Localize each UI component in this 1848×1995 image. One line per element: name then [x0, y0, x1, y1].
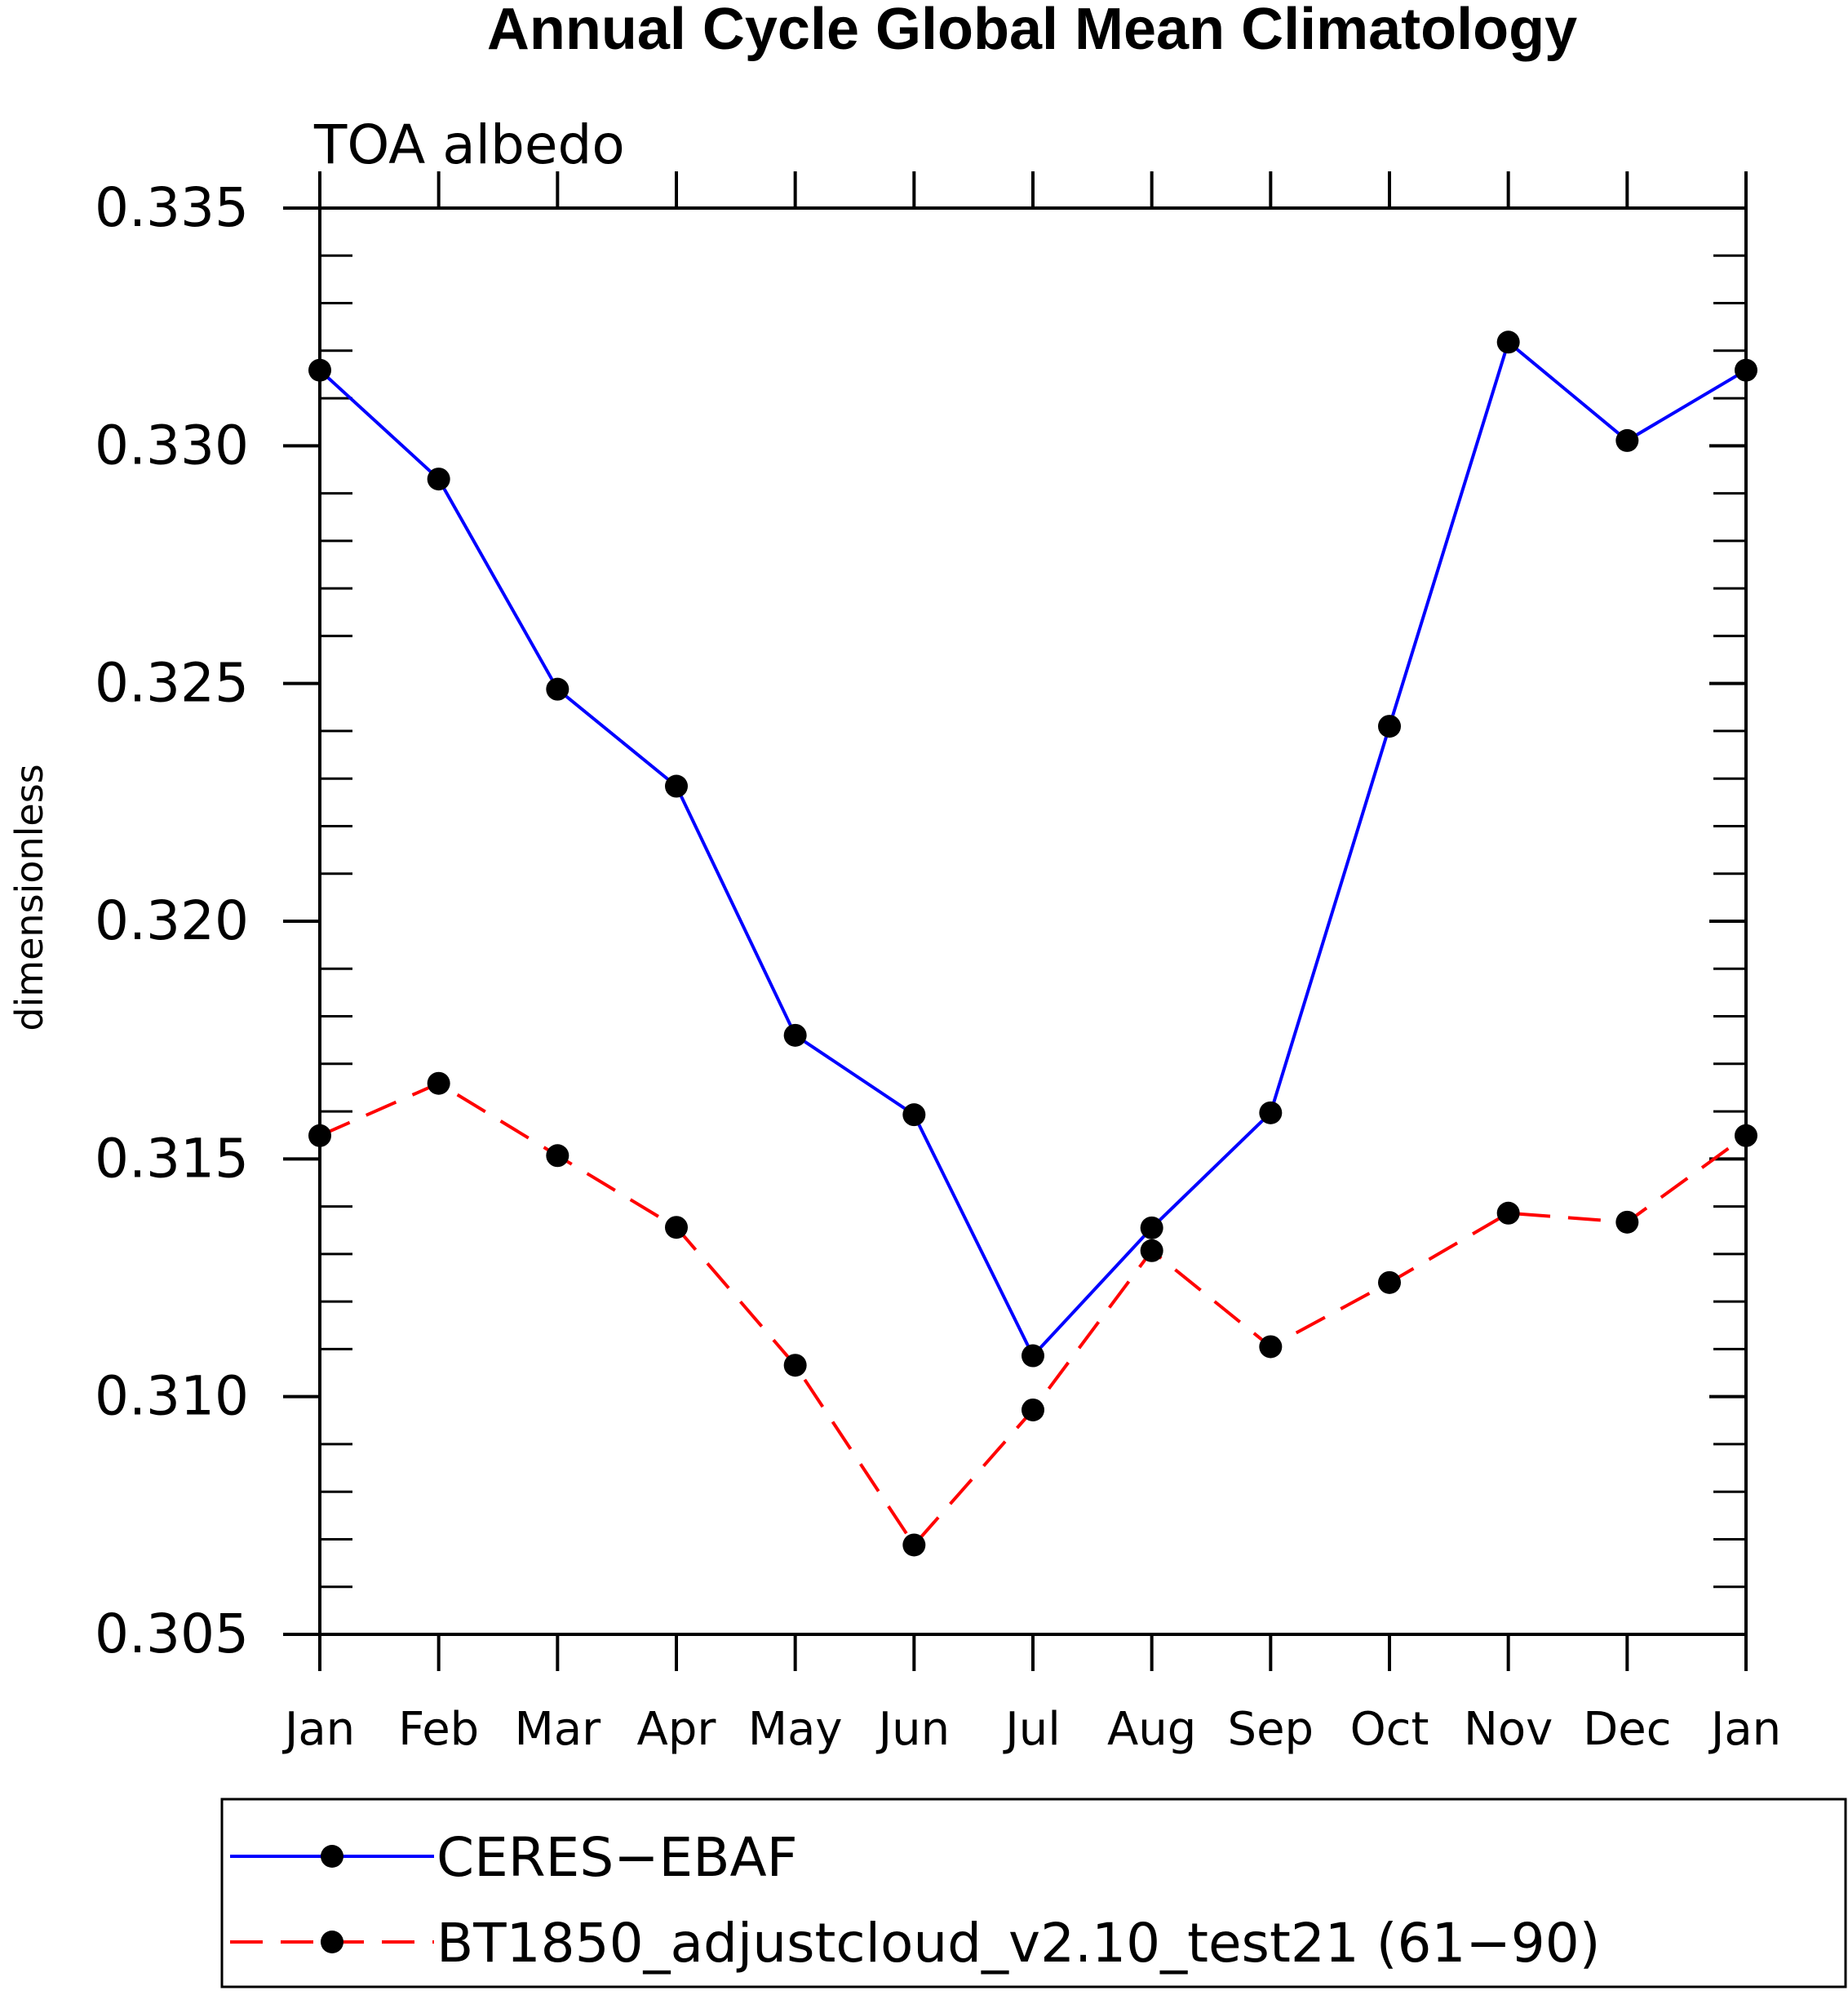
y-tick-label: 0.320 [95, 889, 249, 952]
series-point [902, 1103, 926, 1127]
series-point [427, 468, 450, 491]
series-point [1735, 1124, 1757, 1147]
series-point [1021, 1344, 1044, 1368]
series-point [1496, 330, 1520, 354]
series-point [1140, 1239, 1163, 1262]
legend-box [220, 1798, 1847, 1988]
chart-subtitle: TOA albedo [313, 113, 625, 176]
series-point [1378, 1270, 1401, 1294]
legend-label: BT1850_adjustcloud_v2.10_test21 (61−90) [437, 1912, 1601, 1975]
series-point [1378, 715, 1401, 738]
y-tick-label: 0.315 [95, 1127, 249, 1190]
series-point [783, 1354, 807, 1377]
x-tick-label: Mar [515, 1703, 602, 1756]
series-point [665, 1216, 688, 1239]
x-tick-label: Sep [1228, 1703, 1314, 1756]
series-point [1615, 428, 1639, 452]
series-line-0 [318, 339, 1748, 1359]
series-point [1259, 1101, 1283, 1124]
legend-label: CERES−EBAF [437, 1826, 798, 1889]
series-point [665, 774, 688, 798]
x-tick-label: Jul [1003, 1703, 1061, 1756]
legend: CERES−EBAF BT1850_adjustcloud_v2.10_test2… [220, 1798, 1847, 1988]
y-axis-label: dimensionless [7, 764, 51, 1031]
x-tick-label: Dec [1583, 1703, 1671, 1756]
series-line-1 [319, 1081, 1748, 1548]
series-point [308, 1124, 331, 1147]
y-tick-label: 0.310 [95, 1365, 249, 1428]
x-tick-label: Nov [1464, 1703, 1553, 1756]
x-tick-label: Apr [637, 1703, 717, 1756]
series-point [427, 1071, 450, 1095]
series-point [308, 358, 331, 382]
y-tick-label: 0.305 [95, 1603, 249, 1665]
series-point [1735, 358, 1757, 382]
series-point [1140, 1216, 1163, 1239]
chart-title: Annual Cycle Global Mean Climatology [487, 0, 1577, 62]
y-tick-label: 0.335 [95, 176, 249, 239]
series-point [1496, 1201, 1520, 1225]
series-point [546, 677, 569, 701]
x-tick-label: May [748, 1703, 843, 1756]
x-tick-label: Jun [876, 1703, 951, 1756]
series-point [1615, 1210, 1639, 1234]
y-tick-label: 0.325 [95, 652, 249, 715]
series-point [902, 1533, 926, 1557]
x-tick-label: Aug [1107, 1703, 1196, 1756]
legend-marker [321, 1845, 343, 1868]
series-point [1259, 1335, 1283, 1359]
x-tick-label: Oct [1350, 1703, 1429, 1756]
y-tick-label: 0.330 [95, 414, 249, 477]
plot-area: Jan Feb Mar Apr May Jun Jul Aug Sep Oct Nov Dec Jan 0… [95, 171, 1781, 1756]
series-point [783, 1023, 807, 1047]
x-tick-label: Jan [282, 1703, 355, 1756]
legend-marker [321, 1931, 343, 1953]
series-point [546, 1144, 569, 1168]
series-point [1021, 1398, 1044, 1421]
x-tick-label: Jan [1708, 1703, 1781, 1756]
x-tick-label: Feb [398, 1703, 479, 1756]
